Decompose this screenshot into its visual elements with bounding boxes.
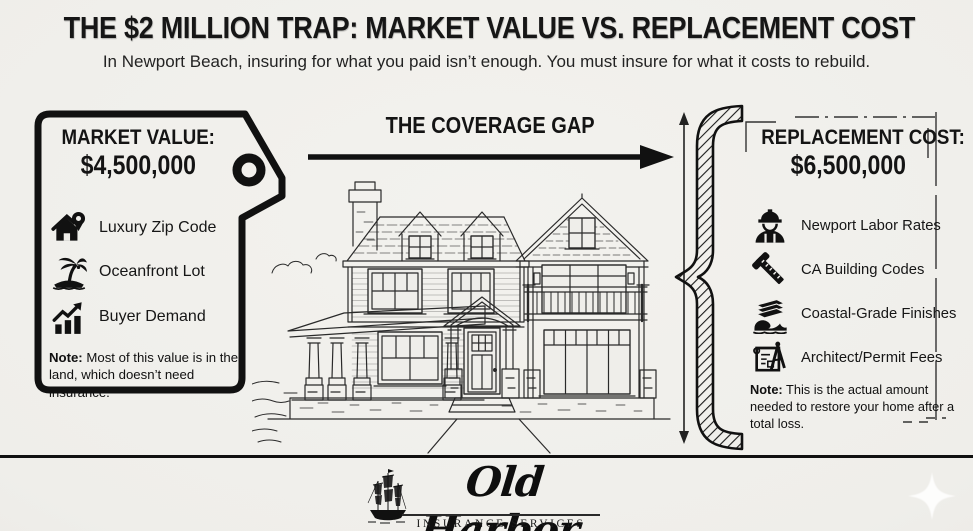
house-illustration — [252, 181, 671, 454]
note-text: This is the actual amount needed to rest… — [750, 382, 955, 431]
note-label: Note: — [49, 350, 83, 365]
price-tag-shape — [34, 110, 286, 394]
item-label: Newport Labor Rates — [801, 218, 941, 234]
ship-logo-icon — [367, 469, 407, 524]
note-text: Most of this value is in the land, which… — [49, 350, 239, 400]
wall-lantern — [533, 272, 635, 285]
blueprint-marks — [745, 112, 946, 423]
tag-hole — [232, 153, 266, 187]
page-subtitle: In Newport Beach, insuring for what you … — [102, 52, 871, 71]
right-gable — [515, 193, 649, 268]
page-title: THE $2 MILLION TRAP: MARKET VALUE VS. RE… — [63, 10, 916, 45]
porch — [287, 305, 486, 401]
coverage-gap-arrow — [308, 145, 674, 169]
tag-outline — [34, 110, 286, 394]
chimney — [348, 181, 382, 251]
replacement-cost-item: Architect/Permit Fees — [750, 338, 942, 378]
item-label: Oceanfront Lot — [99, 263, 205, 280]
note-label: Note: — [750, 382, 783, 397]
main-roof — [342, 216, 530, 268]
replacement-cost-item: CA Building Codes — [750, 250, 924, 290]
entry-pediment — [443, 296, 521, 327]
item-label: Buyer Demand — [99, 308, 206, 325]
dormer — [398, 211, 442, 262]
market-value-heading-block: MARKET VALUE: $4,500,000 — [40, 125, 236, 180]
replacement-cost-amount: $6,500,000 — [790, 149, 906, 180]
brand-tagline: INSURANCE SERVICES — [416, 518, 586, 530]
growth-chart-icon — [52, 302, 82, 334]
market-value-item: Oceanfront Lot — [50, 253, 205, 291]
sparkle-watermark — [908, 472, 956, 520]
brand-underline — [402, 514, 600, 516]
brace-and-dimension — [674, 104, 946, 451]
dormer — [460, 211, 504, 262]
curly-brace — [674, 104, 744, 451]
market-value-amount: $4,500,000 — [80, 149, 196, 180]
house-pin-icon — [51, 211, 86, 241]
market-value-item: Buyer Demand — [50, 298, 206, 336]
item-label: Architect/Permit Fees — [801, 350, 943, 366]
palm-island-icon — [52, 257, 87, 290]
market-value-item: Luxury Zip Code — [50, 209, 216, 247]
blueprint-compass-icon — [753, 341, 786, 372]
cloud — [271, 260, 313, 274]
lumber-wave-icon — [753, 298, 787, 334]
water-lines — [252, 380, 298, 443]
replacement-cost-heading-block: REPLACEMENT COST: $6,500,000 — [746, 125, 965, 180]
replacement-cost-heading: REPLACEMENT COST: — [761, 125, 965, 149]
porch-columns — [304, 337, 462, 401]
replacement-cost-item: Coastal-Grade Finishes — [750, 294, 956, 334]
footer-divider — [0, 455, 973, 458]
item-label: Luxury Zip Code — [99, 219, 217, 236]
coverage-gap-heading: THE COVERAGE GAP — [385, 112, 595, 138]
walkway — [427, 418, 551, 454]
replacement-cost-note: Note: This is the actual amount needed t… — [750, 382, 958, 433]
market-value-heading: MARKET VALUE: — [61, 125, 215, 149]
construction-worker-icon — [755, 209, 785, 243]
foundation — [267, 397, 671, 420]
replacement-cost-item: Newport Labor Rates — [750, 206, 941, 246]
market-value-note: Note: Most of this value is in the land,… — [49, 349, 239, 401]
hammer-ruler-icon — [752, 252, 784, 285]
item-label: CA Building Codes — [801, 262, 925, 278]
item-label: Coastal-Grade Finishes — [801, 306, 957, 322]
